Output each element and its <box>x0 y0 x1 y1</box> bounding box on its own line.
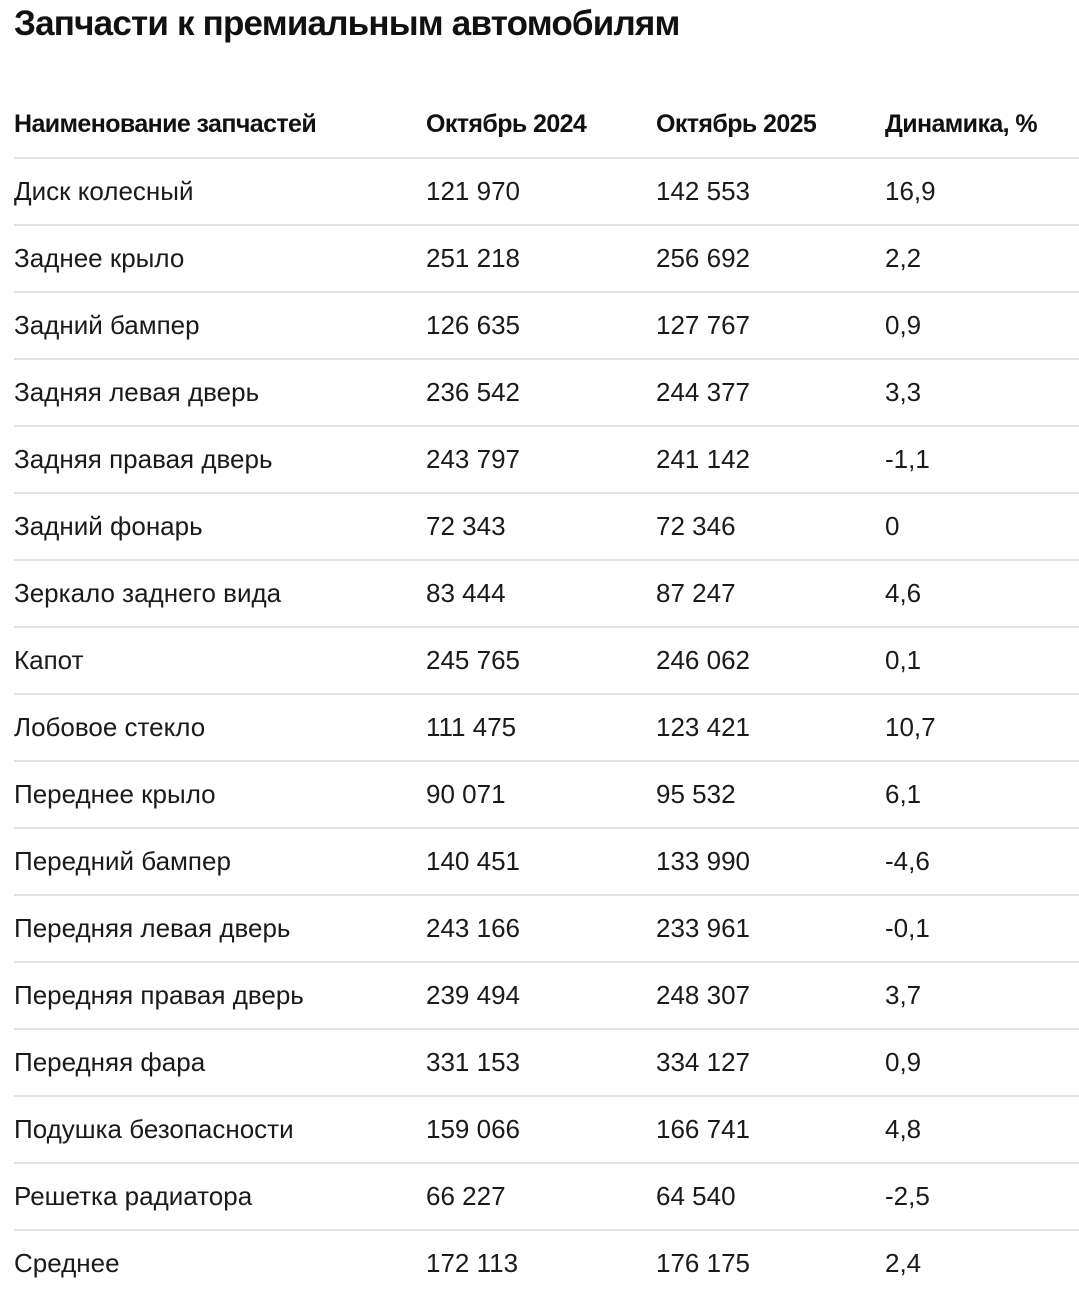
cell-change: 4,6 <box>885 578 922 608</box>
cell-oct-2024: 83 444 <box>426 578 506 608</box>
cell-oct-2024: 66 227 <box>426 1181 506 1211</box>
cell-oct-2025: 233 961 <box>656 913 750 943</box>
table-row: Лобовое стекло 111 475 123 421 10,7 <box>14 695 1079 762</box>
cell-change: 6,1 <box>885 779 922 809</box>
table-row: Подушка безопасности 159 066 166 741 4,8 <box>14 1097 1079 1164</box>
table-row: Капот 245 765 246 062 0,1 <box>14 628 1079 695</box>
cell-oct-2025: 334 127 <box>656 1047 750 1077</box>
cell-oct-2024: 251 218 <box>426 243 520 273</box>
table-row: Зеркало заднего вида 83 444 87 247 4,6 <box>14 561 1079 628</box>
cell-part-name: Диск колесный <box>14 176 194 206</box>
cell-change: 0 <box>885 511 900 541</box>
cell-change: -4,6 <box>885 846 930 876</box>
cell-oct-2025: 123 421 <box>656 712 750 742</box>
cell-oct-2025: 248 307 <box>656 980 750 1010</box>
cell-part-name: Передняя правая дверь <box>14 980 304 1010</box>
table-header: Наименование запчастей Октябрь 2024 Октя… <box>14 92 1079 159</box>
cell-change: -1,1 <box>885 444 930 474</box>
table-row: Заднее крыло 251 218 256 692 2,2 <box>14 226 1079 293</box>
header-oct-2025: Октябрь 2025 <box>656 110 817 138</box>
table-row: Диск колесный 121 970 142 553 16,9 <box>14 159 1079 226</box>
cell-oct-2024: 111 475 <box>426 712 517 742</box>
cell-part-name: Лобовое стекло <box>14 712 206 742</box>
table-row: Задняя правая дверь 243 797 241 142 -1,1 <box>14 427 1079 494</box>
table-row: Среднее 172 113 176 175 2,4 <box>14 1231 1079 1296</box>
cell-part-name: Заднее крыло <box>14 243 185 273</box>
cell-change: 16,9 <box>885 176 936 206</box>
cell-oct-2025: 256 692 <box>656 243 750 273</box>
table-row: Переднее крыло 90 071 95 532 6,1 <box>14 762 1079 829</box>
cell-part-name: Задняя правая дверь <box>14 444 273 474</box>
cell-oct-2024: 239 494 <box>426 980 520 1010</box>
cell-part-name: Зеркало заднего вида <box>14 578 282 608</box>
cell-oct-2025: 142 553 <box>656 176 750 206</box>
cell-change: 4,8 <box>885 1114 922 1144</box>
cell-change: 10,7 <box>885 712 936 742</box>
cell-part-name: Капот <box>14 645 84 675</box>
cell-part-name: Задняя левая дверь <box>14 377 260 407</box>
cell-oct-2024: 236 542 <box>426 377 520 407</box>
cell-oct-2025: 64 540 <box>656 1181 736 1211</box>
table-row: Передняя левая дверь 243 166 233 961 -0,1 <box>14 896 1079 963</box>
cell-change: -2,5 <box>885 1181 930 1211</box>
cell-oct-2024: 172 113 <box>426 1248 519 1278</box>
header-oct-2024: Октябрь 2024 <box>426 110 587 138</box>
cell-part-name: Передняя левая дверь <box>14 913 291 943</box>
table-row: Решетка радиатора 66 227 64 540 -2,5 <box>14 1164 1079 1231</box>
table-row: Задний фонарь 72 343 72 346 0 <box>14 494 1079 561</box>
header-part-name: Наименование запчастей <box>14 110 317 138</box>
table-row: Передняя фара 331 153 334 127 0,9 <box>14 1030 1079 1097</box>
cell-change: 3,3 <box>885 377 922 407</box>
cell-oct-2024: 331 153 <box>426 1047 520 1077</box>
table-row: Задний бампер 126 635 127 767 0,9 <box>14 293 1079 360</box>
cell-oct-2025: 133 990 <box>656 846 750 876</box>
page-title: Запчасти к премиальным автомобилям <box>14 4 680 43</box>
cell-change: 0,9 <box>885 310 922 340</box>
cell-oct-2025: 176 175 <box>656 1248 750 1278</box>
cell-oct-2025: 241 142 <box>656 444 750 474</box>
cell-oct-2024: 159 066 <box>426 1114 520 1144</box>
cell-oct-2024: 126 635 <box>426 310 520 340</box>
cell-oct-2024: 72 343 <box>426 511 506 541</box>
cell-change: 2,2 <box>885 243 922 273</box>
cell-oct-2024: 243 797 <box>426 444 520 474</box>
cell-oct-2024: 140 451 <box>426 846 520 876</box>
cell-part-name: Задний бампер <box>14 310 200 340</box>
cell-change: 0,9 <box>885 1047 922 1077</box>
cell-part-name: Переднее крыло <box>14 779 216 809</box>
cell-oct-2024: 90 071 <box>426 779 506 809</box>
cell-part-name: Задний фонарь <box>14 511 203 541</box>
cell-change: 3,7 <box>885 980 922 1010</box>
parts-table: Наименование запчастей Октябрь 2024 Октя… <box>14 92 1079 1296</box>
cell-oct-2025: 87 247 <box>656 578 736 608</box>
cell-oct-2024: 243 166 <box>426 913 520 943</box>
cell-part-name: Среднее <box>14 1248 120 1278</box>
table-row: Передняя правая дверь 239 494 248 307 3,7 <box>14 963 1079 1030</box>
cell-oct-2024: 121 970 <box>426 176 520 206</box>
cell-oct-2025: 72 346 <box>656 511 736 541</box>
cell-change: 0,1 <box>885 645 922 675</box>
cell-oct-2024: 245 765 <box>426 645 520 675</box>
table-row: Передний бампер 140 451 133 990 -4,6 <box>14 829 1079 896</box>
table-body: Диск колесный 121 970 142 553 16,9 Заднее кр… <box>14 159 1079 1296</box>
cell-oct-2025: 95 532 <box>656 779 736 809</box>
cell-oct-2025: 244 377 <box>656 377 750 407</box>
cell-part-name: Решетка радиатора <box>14 1181 253 1211</box>
cell-change: 2,4 <box>885 1248 922 1278</box>
cell-oct-2025: 166 741 <box>656 1114 750 1144</box>
cell-oct-2025: 246 062 <box>656 645 750 675</box>
cell-part-name: Передняя фара <box>14 1047 206 1077</box>
header-change: Динамика, % <box>885 110 1038 138</box>
cell-oct-2025: 127 767 <box>656 310 750 340</box>
cell-part-name: Подушка безопасности <box>14 1114 294 1144</box>
cell-part-name: Передний бампер <box>14 846 231 876</box>
table-row: Задняя левая дверь 236 542 244 377 3,3 <box>14 360 1079 427</box>
cell-change: -0,1 <box>885 913 930 943</box>
